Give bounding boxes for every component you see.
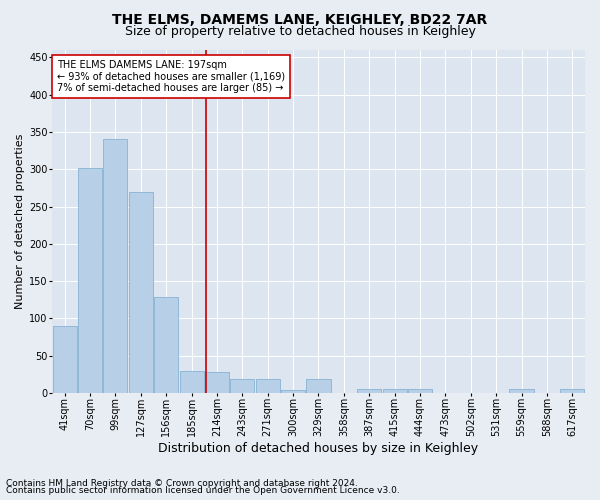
Text: THE ELMS, DAMEMS LANE, KEIGHLEY, BD22 7AR: THE ELMS, DAMEMS LANE, KEIGHLEY, BD22 7A… xyxy=(112,12,488,26)
X-axis label: Distribution of detached houses by size in Keighley: Distribution of detached houses by size … xyxy=(158,442,479,455)
Bar xyxy=(307,380,331,393)
Text: THE ELMS DAMEMS LANE: 197sqm
← 93% of detached houses are smaller (1,169)
7% of : THE ELMS DAMEMS LANE: 197sqm ← 93% of de… xyxy=(57,60,286,94)
Bar xyxy=(103,138,127,393)
Y-axis label: Number of detached properties: Number of detached properties xyxy=(15,134,25,309)
Bar xyxy=(408,389,432,393)
Bar xyxy=(205,372,229,393)
Bar xyxy=(560,389,584,393)
Bar xyxy=(256,380,280,393)
Bar xyxy=(53,326,77,393)
Bar xyxy=(179,370,203,393)
Bar xyxy=(281,390,305,393)
Bar xyxy=(383,389,407,393)
Bar xyxy=(357,389,382,393)
Text: Contains public sector information licensed under the Open Government Licence v3: Contains public sector information licen… xyxy=(6,486,400,495)
Text: Contains HM Land Registry data © Crown copyright and database right 2024.: Contains HM Land Registry data © Crown c… xyxy=(6,478,358,488)
Bar xyxy=(230,380,254,393)
Bar xyxy=(129,192,153,393)
Bar xyxy=(154,298,178,393)
Text: Size of property relative to detached houses in Keighley: Size of property relative to detached ho… xyxy=(125,25,475,38)
Bar xyxy=(509,389,533,393)
Bar xyxy=(78,168,102,393)
